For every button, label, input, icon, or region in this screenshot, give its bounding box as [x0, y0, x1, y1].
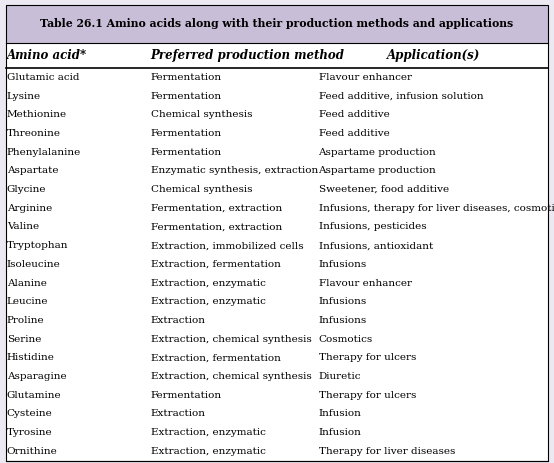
Text: Fermentation: Fermentation	[151, 73, 222, 82]
Text: Histidine: Histidine	[7, 353, 54, 363]
Text: Fermentation: Fermentation	[151, 148, 222, 156]
Text: Phenylalanine: Phenylalanine	[7, 148, 81, 156]
Text: Extraction: Extraction	[151, 316, 206, 325]
Text: Chemical synthesis: Chemical synthesis	[151, 110, 252, 119]
Text: Proline: Proline	[7, 316, 44, 325]
Text: Fermentation, extraction: Fermentation, extraction	[151, 223, 282, 232]
Text: Extraction, fermentation: Extraction, fermentation	[151, 260, 280, 269]
Text: Enzymatic synthesis, extraction: Enzymatic synthesis, extraction	[151, 166, 318, 175]
Text: Feed additive: Feed additive	[319, 129, 389, 138]
Text: Diuretic: Diuretic	[319, 372, 361, 381]
Text: Glycine: Glycine	[7, 185, 46, 194]
Text: Extraction, enzymatic: Extraction, enzymatic	[151, 447, 265, 456]
Text: Flavour enhancer: Flavour enhancer	[319, 73, 412, 82]
Text: Lysine: Lysine	[7, 92, 41, 100]
Text: Extraction, fermentation: Extraction, fermentation	[151, 353, 280, 363]
Text: Glutamic acid: Glutamic acid	[7, 73, 79, 82]
Text: Feed additive: Feed additive	[319, 110, 389, 119]
Text: Fermentation: Fermentation	[151, 391, 222, 400]
Text: Flavour enhancer: Flavour enhancer	[319, 279, 412, 288]
Text: Asparagine: Asparagine	[7, 372, 66, 381]
Bar	[6, 5, 548, 43]
Text: Cysteine: Cysteine	[7, 409, 53, 419]
Text: Alanine: Alanine	[7, 279, 47, 288]
Text: Infusions, antioxidant: Infusions, antioxidant	[319, 241, 433, 250]
Text: Fermentation, extraction: Fermentation, extraction	[151, 204, 282, 213]
Text: Amino acid*: Amino acid*	[7, 49, 87, 62]
Text: Chemical synthesis: Chemical synthesis	[151, 185, 252, 194]
Text: Extraction, enzymatic: Extraction, enzymatic	[151, 279, 265, 288]
Text: Cosmotics: Cosmotics	[319, 335, 373, 344]
Text: Infusion: Infusion	[319, 428, 361, 437]
Text: Arginine: Arginine	[7, 204, 52, 213]
Text: Aspartame production: Aspartame production	[319, 166, 437, 175]
Text: Valine: Valine	[7, 223, 39, 232]
Text: Application(s): Application(s)	[387, 49, 480, 62]
Text: Fermentation: Fermentation	[151, 92, 222, 100]
Text: Table 26.1 Amino acids along with their production methods and applications: Table 26.1 Amino acids along with their …	[40, 18, 514, 29]
Text: Ornithine: Ornithine	[7, 447, 58, 456]
Text: Extraction, enzymatic: Extraction, enzymatic	[151, 297, 265, 306]
Text: Therapy for ulcers: Therapy for ulcers	[319, 391, 416, 400]
Text: Tryptophan: Tryptophan	[7, 241, 68, 250]
Text: Therapy for ulcers: Therapy for ulcers	[319, 353, 416, 363]
Text: Infusions, therapy for liver diseases, cosmotics: Infusions, therapy for liver diseases, c…	[319, 204, 554, 213]
Text: Therapy for liver diseases: Therapy for liver diseases	[319, 447, 455, 456]
Text: Infusions, pesticides: Infusions, pesticides	[319, 223, 426, 232]
Text: Glutamine: Glutamine	[7, 391, 61, 400]
Text: Methionine: Methionine	[7, 110, 67, 119]
Text: Sweetener, food additive: Sweetener, food additive	[319, 185, 449, 194]
Text: Tyrosine: Tyrosine	[7, 428, 52, 437]
Text: Feed additive, infusion solution: Feed additive, infusion solution	[319, 92, 483, 100]
Text: Extraction, chemical synthesis: Extraction, chemical synthesis	[151, 372, 311, 381]
Text: Leucine: Leucine	[7, 297, 48, 306]
Text: Aspartate: Aspartate	[7, 166, 58, 175]
Text: Extraction, enzymatic: Extraction, enzymatic	[151, 428, 265, 437]
Text: Threonine: Threonine	[7, 129, 60, 138]
Text: Infusion: Infusion	[319, 409, 361, 419]
Text: Fermentation: Fermentation	[151, 129, 222, 138]
Text: Infusions: Infusions	[319, 297, 367, 306]
Text: Isoleucine: Isoleucine	[7, 260, 60, 269]
Text: Infusions: Infusions	[319, 260, 367, 269]
Text: Extraction: Extraction	[151, 409, 206, 419]
Text: Aspartame production: Aspartame production	[319, 148, 437, 156]
Text: Infusions: Infusions	[319, 316, 367, 325]
Text: Extraction, immobilized cells: Extraction, immobilized cells	[151, 241, 303, 250]
Text: Preferred production method: Preferred production method	[151, 49, 345, 62]
Text: Serine: Serine	[7, 335, 41, 344]
Text: Extraction, chemical synthesis: Extraction, chemical synthesis	[151, 335, 311, 344]
